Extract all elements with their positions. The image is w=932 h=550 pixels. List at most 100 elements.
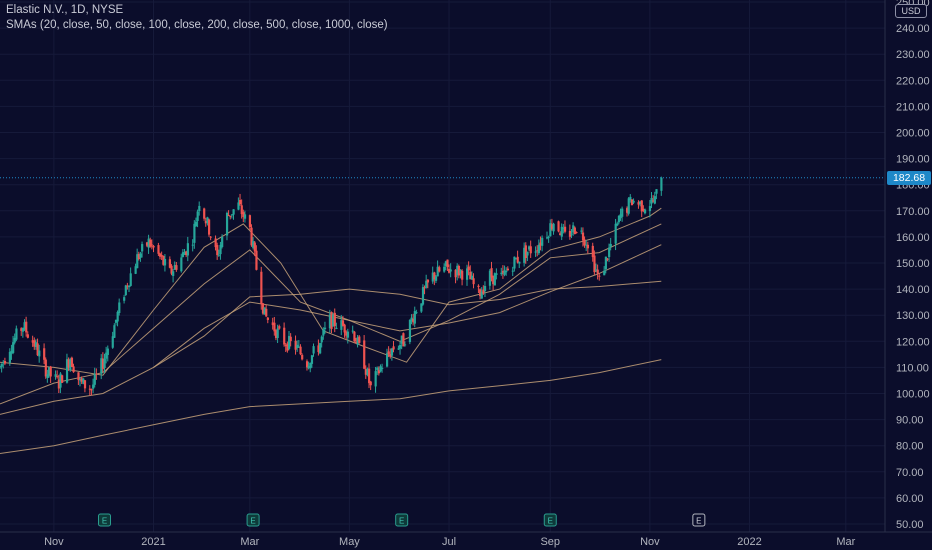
candle-body xyxy=(345,331,348,336)
candle-body xyxy=(493,273,496,286)
indicator-legend[interactable]: SMAs (20, close, 50, close, 100, close, … xyxy=(6,19,388,31)
currency-label[interactable]: USD xyxy=(895,4,927,18)
candle-body xyxy=(459,270,462,274)
candle-body xyxy=(354,341,358,344)
candle-body xyxy=(483,285,487,292)
price-axis[interactable]: 50.00 60.00 70.00 80.00 90.00 100.00 110.00 120… xyxy=(896,0,930,531)
price-tick-label: 90.00 xyxy=(896,415,924,427)
candle-body xyxy=(2,361,5,364)
candle-body xyxy=(186,243,189,256)
candle-body xyxy=(310,355,314,364)
candle-body xyxy=(160,255,163,257)
price-tick-label: 130.00 xyxy=(896,310,930,322)
candle-body xyxy=(594,269,598,271)
candle-body xyxy=(69,359,72,370)
symbol-title[interactable]: Elastic N.V., 1D, NYSE xyxy=(6,4,124,16)
candle-body xyxy=(557,221,560,232)
candle-body xyxy=(56,376,59,378)
candle-body xyxy=(403,344,407,346)
candle-body xyxy=(614,223,617,244)
earnings-marker[interactable] xyxy=(395,513,409,527)
price-tick-label: 190.00 xyxy=(896,154,930,166)
last-price-tag: 182.68 xyxy=(887,171,931,185)
candle-body xyxy=(260,271,263,305)
candle-body xyxy=(341,320,345,326)
price-tick-label: 110.00 xyxy=(896,362,929,374)
price-tick-label: 100.00 xyxy=(896,389,930,401)
candle-body xyxy=(123,297,126,301)
price-tick-label: 70.00 xyxy=(896,467,924,479)
candle-body xyxy=(643,209,647,214)
time-tick-label: Mar xyxy=(836,536,855,548)
time-tick-label: Nov xyxy=(44,536,64,548)
candle-body xyxy=(426,279,430,283)
candle-body xyxy=(47,366,51,376)
candle-body xyxy=(560,226,563,237)
candle-body xyxy=(309,363,312,369)
candle-body xyxy=(61,375,64,383)
candle-body xyxy=(387,351,390,355)
earnings-marker[interactable] xyxy=(98,513,112,527)
candle-body xyxy=(470,275,474,280)
earnings-marker[interactable] xyxy=(692,513,706,527)
candle-body xyxy=(134,266,137,274)
candle-body xyxy=(141,244,144,252)
candle-body xyxy=(319,343,322,354)
candle-body xyxy=(230,214,234,216)
candle-body xyxy=(31,340,34,343)
candle-body xyxy=(124,285,127,296)
candle-body xyxy=(514,258,518,260)
candle-body xyxy=(500,272,503,275)
earnings-marker[interactable] xyxy=(246,513,260,527)
candle-body xyxy=(283,327,286,345)
earnings-marker-label: E xyxy=(696,517,701,526)
candle-body xyxy=(278,326,281,329)
candle-body xyxy=(534,251,537,253)
candle-body xyxy=(420,303,423,312)
candle-body xyxy=(170,265,173,274)
candle-body xyxy=(503,270,506,275)
candle-body xyxy=(307,366,310,369)
candle-body xyxy=(265,308,268,317)
candle-body xyxy=(343,324,346,333)
candle-body xyxy=(490,268,493,278)
candle-body xyxy=(82,378,85,384)
price-tick-label: 170.00 xyxy=(896,206,930,218)
candle-body xyxy=(456,265,459,276)
candle-body xyxy=(408,319,412,343)
candle-body xyxy=(541,237,544,246)
candle-body xyxy=(492,275,495,285)
candle-body xyxy=(340,320,343,330)
candle-body xyxy=(330,312,333,329)
candle-body xyxy=(152,245,155,248)
candle-body xyxy=(482,289,485,294)
price-tick-label: 200.00 xyxy=(896,128,930,140)
candle-body xyxy=(299,346,302,355)
candle-body xyxy=(209,236,212,238)
candle-body xyxy=(374,371,377,387)
candle-body xyxy=(523,247,526,263)
candle-body xyxy=(72,366,75,373)
candle-body xyxy=(208,219,211,235)
candle-body xyxy=(26,334,29,338)
candle-body xyxy=(381,367,384,369)
candle-body xyxy=(101,358,105,369)
candle-body xyxy=(126,285,129,287)
earnings-marker[interactable] xyxy=(543,513,557,527)
candle-body xyxy=(103,358,106,369)
candle-body xyxy=(495,273,498,275)
candle-body xyxy=(248,215,252,228)
time-axis[interactable]: Nov 2021 Mar May Jul Sep Nov 2022 Mar xyxy=(44,536,856,548)
candle-body xyxy=(253,242,256,252)
candle-body xyxy=(217,254,221,256)
candle-body xyxy=(88,388,92,390)
candle-body xyxy=(105,352,108,359)
candle-body xyxy=(639,201,642,205)
candle-body xyxy=(536,250,539,252)
candle-body xyxy=(513,256,516,269)
candle-body xyxy=(113,325,116,338)
candle-body xyxy=(193,223,196,243)
candle-body xyxy=(549,223,552,237)
candle-body xyxy=(65,359,69,383)
